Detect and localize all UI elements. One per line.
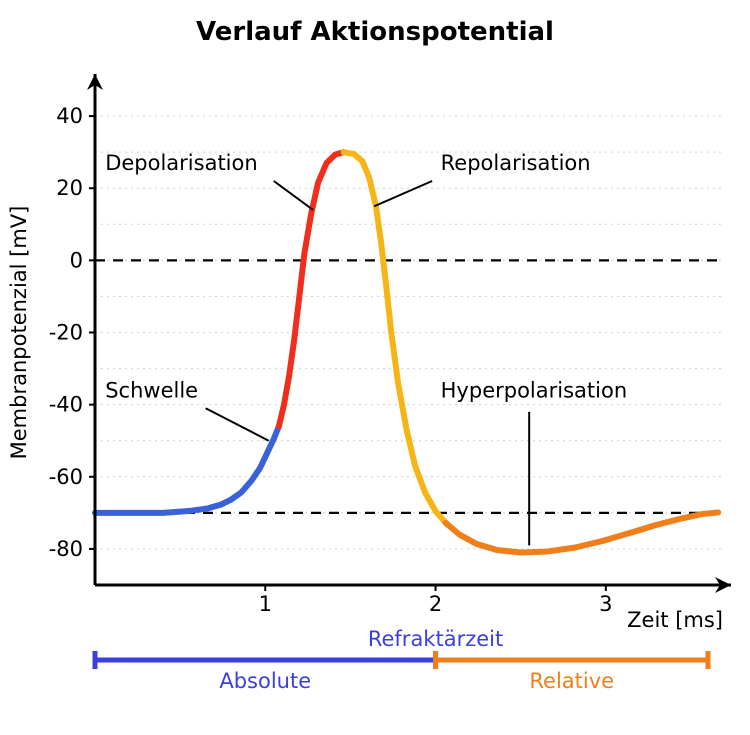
x-axis-label: Zeit [ms] — [627, 608, 723, 632]
y-axis-label: Membranpotenzial [mV] — [7, 206, 31, 460]
label-depolarisation: Depolarisation — [105, 151, 257, 175]
x-tick-label: 2 — [429, 592, 442, 616]
y-tick-label: -20 — [49, 321, 83, 345]
chart-svg: -80 -60 -40 -20 0 20 40 1 2 3 Verlauf Aktionspoten… — [0, 0, 750, 735]
y-tick-label: 0 — [70, 248, 83, 272]
y-tick-label: -40 — [49, 393, 83, 417]
ref-label-relative: Relative — [529, 669, 614, 693]
chart-title: Verlauf Aktionspotential — [196, 17, 554, 47]
y-tick-label: -60 — [49, 465, 83, 489]
ref-label-absolute: Absolute — [219, 669, 311, 693]
y-tick-label: -80 — [49, 537, 83, 561]
ref-title: Refraktärzeit — [368, 627, 503, 651]
label-hyperpol: Hyperpolarisation — [441, 378, 628, 402]
x-tick-label: 1 — [259, 592, 272, 616]
y-tick-label: 40 — [56, 104, 83, 128]
label-repolarisation: Repolarisation — [441, 151, 591, 175]
chart-root: -80 -60 -40 -20 0 20 40 1 2 3 Verlauf Aktionspoten… — [0, 0, 750, 735]
x-tick-label: 3 — [599, 592, 612, 616]
y-tick-label: 20 — [56, 176, 83, 200]
label-schwelle: Schwelle — [105, 378, 198, 402]
